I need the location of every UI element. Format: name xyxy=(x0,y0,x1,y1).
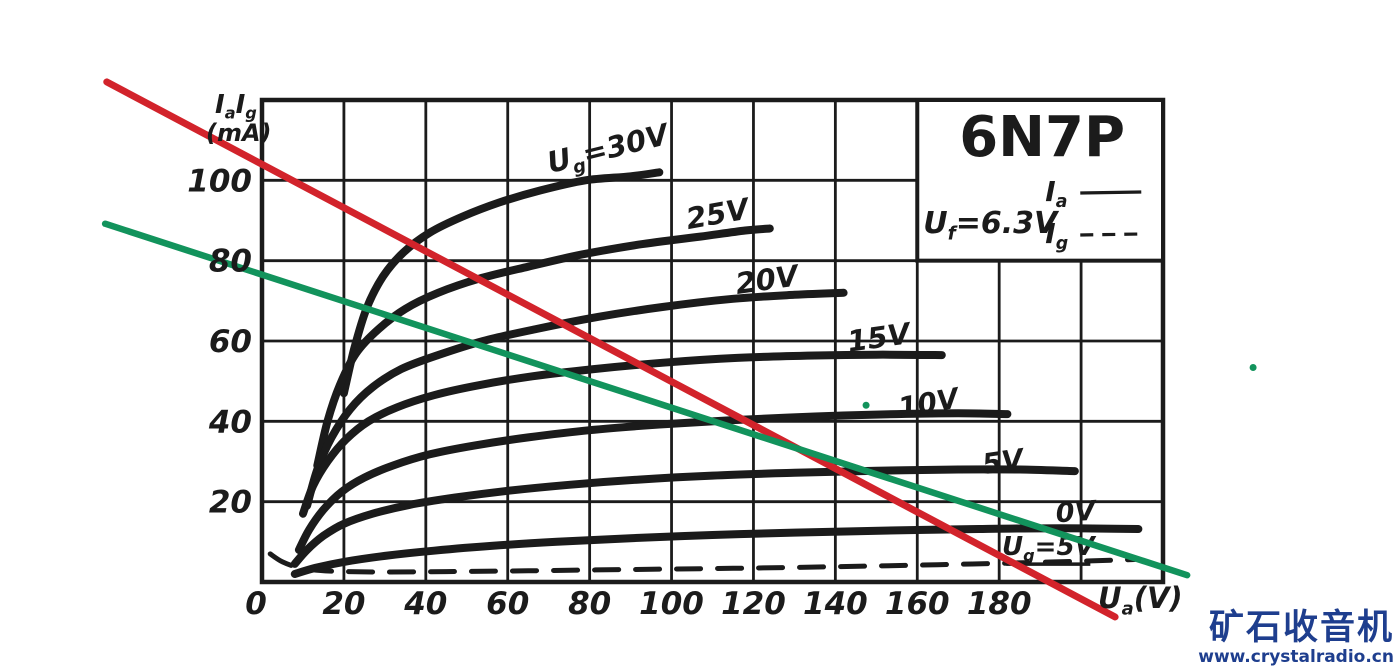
curve-ug-5v xyxy=(290,465,1079,568)
x-tick-label-40: 40 xyxy=(403,586,447,622)
x-tick-label-140: 140 xyxy=(803,586,868,622)
curve-label-ig-ug-5v: Ug=5V xyxy=(1002,532,1097,565)
x-tick-label-20: 20 xyxy=(322,586,365,622)
legend-entry-label-ia: Ia xyxy=(1045,175,1067,212)
curve-label-ug-0v: 0V xyxy=(1055,495,1099,529)
x-tick-label-120: 120 xyxy=(721,586,786,622)
plot-border xyxy=(259,97,1166,585)
curve-ig-ug-5v xyxy=(267,551,1137,575)
legend-line-dashed xyxy=(1080,232,1142,237)
red-load-line xyxy=(103,78,1119,621)
x-tick-label-180: 180 xyxy=(967,586,1032,622)
y-tick-label-100: 100 xyxy=(187,163,252,199)
curve-ug-10v xyxy=(294,409,1012,554)
y-axis-title-line1: IaIg xyxy=(215,90,257,123)
x-axis-title: Ua(V) xyxy=(1098,581,1183,619)
watermark-url: www.crystalradio.cn xyxy=(1198,646,1394,667)
legend-entry-label-ig: Ig xyxy=(1045,217,1068,254)
axis-tick-labels: 0 20 40 60 80 100 120 140 160 180 20 40 60 80 100 xyxy=(187,163,1031,622)
watermark-logo-text: 矿石收音机 xyxy=(1208,607,1394,648)
legend-box xyxy=(915,98,1165,263)
green-dot-right-margin xyxy=(1249,364,1257,372)
x-tick-label-100: 100 xyxy=(639,586,704,622)
legend-line-solid xyxy=(1080,190,1142,195)
heater-voltage-label: Uf=6.3V xyxy=(923,206,1060,245)
origin-tick-label: 0 xyxy=(245,586,267,622)
y-tick-label-60: 60 xyxy=(209,324,252,360)
y-axis-title-line2: (mA) xyxy=(206,119,272,147)
x-tick-label-80: 80 xyxy=(568,586,611,622)
watermark: 矿石收音机 www.crystalradio.cn xyxy=(1198,607,1394,667)
y-tick-label-80: 80 xyxy=(209,244,252,280)
green-load-line xyxy=(101,220,1191,579)
y-tick-label-20: 20 xyxy=(209,485,252,521)
y-tick-label-40: 40 xyxy=(208,404,252,440)
curve-ug-0v xyxy=(290,524,1143,578)
curve-label-ug-10v: 10V xyxy=(896,381,964,424)
curve-ug-20v xyxy=(303,288,848,510)
green-dot-on-chart xyxy=(862,401,870,409)
curve-ug-25v xyxy=(313,224,774,470)
x-tick-label-160: 160 xyxy=(885,586,950,622)
curve-label-ug-5v: 5V xyxy=(980,442,1028,481)
x-tick-label-60: 60 xyxy=(486,586,529,622)
curve-ug-15v xyxy=(299,350,946,518)
chart-title: 6N7P xyxy=(959,105,1125,170)
curve-ug-30v xyxy=(339,168,664,398)
